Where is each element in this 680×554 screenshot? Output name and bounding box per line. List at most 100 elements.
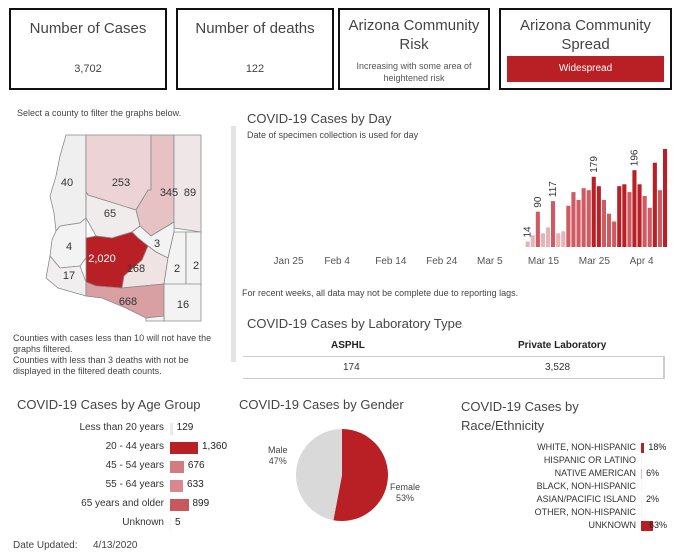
day-data-label: 14 xyxy=(523,226,534,238)
county-label-lapaz: 4 xyxy=(66,241,72,253)
kpi-risk-title-2: Risk xyxy=(399,36,429,53)
race-chart-title-2: Race/Ethnicity xyxy=(461,418,545,433)
lab-table-title: COVID-19 Cases by Laboratory Type xyxy=(247,316,463,331)
day-bar[interactable] xyxy=(561,231,566,247)
county-label-greenlee: 2 xyxy=(193,260,199,272)
day-bar[interactable] xyxy=(540,233,545,247)
lab-table-row-line xyxy=(243,356,665,379)
age-bar[interactable] xyxy=(170,480,184,492)
county-label-mohave: 40 xyxy=(61,177,73,189)
kpi-spread: Arizona Community Spread Widespread xyxy=(499,8,672,90)
race-category-label: ASIAN/PACIFIC ISLAND xyxy=(536,494,636,504)
county-label-pima: 668 xyxy=(119,296,137,308)
day-data-label: 90 xyxy=(533,196,544,208)
day-bar[interactable] xyxy=(530,235,535,247)
county-greenlee[interactable] xyxy=(185,231,202,287)
race-bar[interactable] xyxy=(641,456,642,466)
day-tick-label: Feb 4 xyxy=(324,256,350,267)
kpi-cases: Number of Cases 3,702 xyxy=(9,8,167,90)
day-data-label: 196 xyxy=(630,149,641,166)
gender-pie-chart[interactable] xyxy=(294,427,390,523)
age-bar[interactable] xyxy=(170,461,184,473)
pie-slice-female[interactable] xyxy=(333,429,388,521)
county-cochise[interactable] xyxy=(163,283,202,322)
map-note-1b: graphs filtered. xyxy=(13,344,73,354)
day-bar[interactable] xyxy=(596,186,601,247)
day-bar[interactable] xyxy=(607,213,612,247)
day-data-label: 117 xyxy=(548,181,559,197)
day-bar[interactable] xyxy=(525,241,530,248)
day-bar[interactable] xyxy=(576,200,581,247)
day-bar[interactable] xyxy=(586,190,591,247)
day-bar[interactable] xyxy=(546,227,551,247)
map-note-1a: Counties with cases less than 10 will no… xyxy=(13,333,212,343)
race-bar[interactable] xyxy=(641,495,642,505)
age-value-label: 676 xyxy=(187,460,205,471)
day-bar[interactable] xyxy=(601,200,606,247)
day-bar[interactable] xyxy=(663,149,668,247)
day-tick-label: Feb 24 xyxy=(426,256,458,267)
county-label-cochise: 16 xyxy=(177,299,189,311)
day-tick-label: Mar 5 xyxy=(477,256,503,267)
age-bar[interactable] xyxy=(170,442,198,454)
kpi-risk: Arizona Community Risk Increasing with s… xyxy=(338,8,490,90)
age-value-label: 633 xyxy=(187,479,204,490)
pie-label-female-pct: 53% xyxy=(396,493,415,503)
race-bar[interactable] xyxy=(641,521,653,531)
day-bar[interactable] xyxy=(591,176,596,247)
age-category-label: Less than 20 years xyxy=(79,422,165,433)
pie-slice-male[interactable] xyxy=(295,429,342,521)
county-lapaz[interactable] xyxy=(49,217,87,269)
county-apache[interactable] xyxy=(173,134,202,233)
day-bar[interactable] xyxy=(581,188,586,247)
day-bar[interactable] xyxy=(566,205,571,247)
day-bar[interactable] xyxy=(632,170,637,247)
age-value-label: 899 xyxy=(192,498,210,509)
day-bar[interactable] xyxy=(622,184,627,247)
age-category-label: 20 - 44 years xyxy=(105,441,164,452)
age-category-label: 65 years and older xyxy=(81,498,164,509)
day-bar[interactable] xyxy=(551,201,556,247)
pie-label-male-name: Male xyxy=(268,445,288,455)
county-santacruz[interactable] xyxy=(145,315,165,322)
day-bar[interactable] xyxy=(612,221,617,248)
kpi-deaths-value: 122 xyxy=(245,63,265,75)
age-value-label: 1,360 xyxy=(202,441,228,452)
age-bar[interactable] xyxy=(170,423,173,435)
day-bar[interactable] xyxy=(556,233,561,247)
age-value-label: 129 xyxy=(176,422,194,433)
race-bar[interactable] xyxy=(641,482,642,492)
day-chart-subtitle: Date of specimen collection is used for … xyxy=(247,130,419,140)
day-bar[interactable] xyxy=(642,196,647,247)
race-bar[interactable] xyxy=(641,443,645,453)
race-value-label: 6% xyxy=(646,468,660,478)
race-bar[interactable] xyxy=(641,508,642,518)
arizona-county-map[interactable]: 40 253 345 89 65 3 4 2,020 168 2 2 17 66… xyxy=(36,128,236,338)
day-tick-label: Mar 25 xyxy=(578,256,610,267)
pie-label-female-name: Female xyxy=(390,482,421,492)
cases-by-day-chart[interactable]: 14 90 117 179 196 xyxy=(240,135,670,275)
day-bar[interactable] xyxy=(637,184,642,247)
day-bar[interactable] xyxy=(647,207,652,247)
kpi-deaths-title: Number of deaths xyxy=(195,20,315,37)
map-note-2a: Counties with less than 3 deaths with no… xyxy=(13,355,189,365)
day-bar[interactable] xyxy=(657,190,662,247)
day-bar[interactable] xyxy=(571,192,576,247)
kpi-spread-title-2: Spread xyxy=(561,36,610,53)
county-label-gila: 3 xyxy=(154,238,160,250)
kpi-risk-title-1: Arizona Community xyxy=(348,17,480,34)
race-category-label: UNKNOWN xyxy=(588,520,637,530)
age-bar[interactable] xyxy=(170,499,189,511)
date-updated-value: 4/13/2020 xyxy=(93,540,138,551)
county-label-apache: 89 xyxy=(184,187,196,199)
race-bar[interactable] xyxy=(641,469,643,479)
age-bar[interactable] xyxy=(170,518,171,530)
day-tick-label: Jan 25 xyxy=(273,256,304,267)
day-bar[interactable] xyxy=(652,162,657,247)
race-category-label: NATIVE AMERICAN xyxy=(554,468,636,478)
day-bar[interactable] xyxy=(617,186,622,247)
race-value-label: 18% xyxy=(648,442,667,452)
age-category-label: Unknown xyxy=(122,517,164,528)
day-bar[interactable] xyxy=(627,192,632,247)
day-bar[interactable] xyxy=(535,211,540,247)
